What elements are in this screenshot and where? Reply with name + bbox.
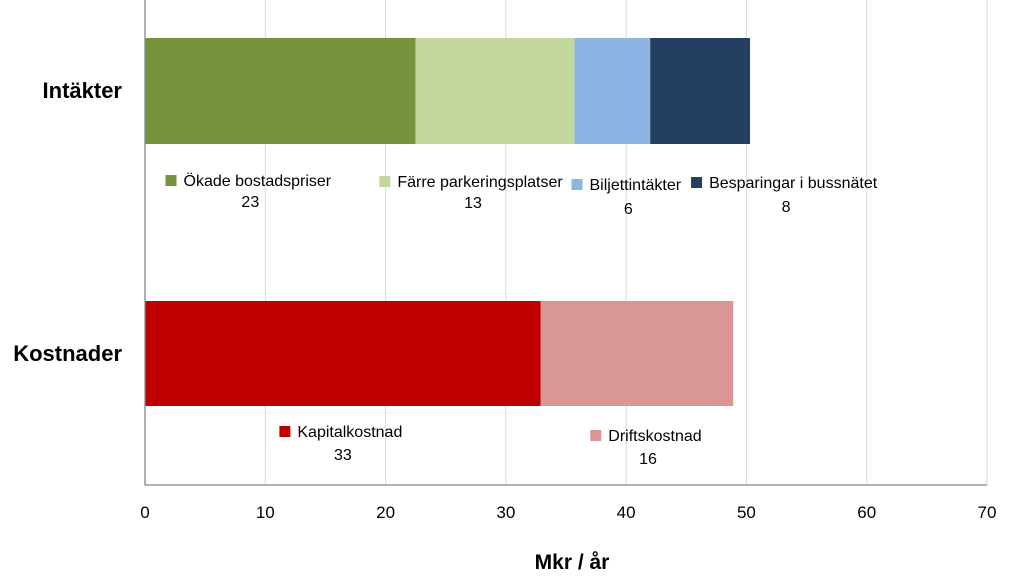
bar-segment [650, 38, 751, 144]
legend-swatch [379, 176, 391, 187]
x-tick-label: 60 [857, 503, 876, 522]
x-tick-labels: 0 10 20 30 40 50 60 70 [140, 503, 996, 522]
segment-value: 8 [782, 199, 791, 216]
segment-name: Färre parkeringsplatser [397, 174, 563, 191]
x-tick-label: 30 [496, 503, 515, 522]
data-labels: Ökade bostadspriser 23 Färre parkeringspla… [165, 172, 878, 468]
legend-swatch [691, 177, 703, 188]
bars [145, 38, 751, 406]
segment-value: 23 [241, 194, 259, 211]
segment-name: Besparingar i bussnätet [709, 175, 878, 192]
segment-label: Färre parkeringsplatser 13 [379, 174, 563, 212]
segment-label: Kapitalkostnad 33 [279, 424, 402, 464]
x-tick-label: 20 [376, 503, 395, 522]
segment-name: Driftskostnad [608, 428, 701, 445]
segment-value: 16 [639, 451, 657, 468]
category-label: Intäkter [43, 78, 123, 103]
legend-swatch [165, 175, 177, 186]
legend-swatch [571, 179, 583, 190]
legend-swatch [279, 426, 291, 437]
segment-name: Kapitalkostnad [297, 424, 402, 441]
axes [144, 0, 987, 486]
x-tick-label: 10 [256, 503, 275, 522]
legend-swatch [590, 430, 602, 441]
segment-name: Ökade bostadspriser [184, 172, 332, 190]
x-tick-label: 70 [978, 503, 997, 522]
x-tick-label: 40 [617, 503, 636, 522]
segment-name: Biljettintäkter [590, 177, 682, 194]
segment-label: Besparingar i bussnätet 8 [691, 175, 878, 216]
category-labels: Intäkter Kostnader [13, 78, 122, 366]
bar-segment [145, 38, 416, 144]
x-tick-label: 50 [737, 503, 756, 522]
category-label: Kostnader [13, 341, 122, 366]
bar-segment [145, 301, 541, 406]
segment-label: Ökade bostadspriser 23 [165, 172, 332, 211]
x-tick-label: 0 [140, 503, 149, 522]
bar-segment [574, 38, 651, 144]
bar-segment [540, 301, 734, 406]
segment-value: 6 [624, 201, 633, 218]
x-axis-title: Mkr / år [535, 551, 610, 574]
segment-value: 33 [334, 447, 352, 464]
bar-segment [415, 38, 575, 144]
segment-value: 13 [464, 195, 482, 212]
segment-label: Biljettintäkter 6 [571, 177, 682, 218]
segment-label: Driftskostnad 16 [590, 428, 702, 468]
